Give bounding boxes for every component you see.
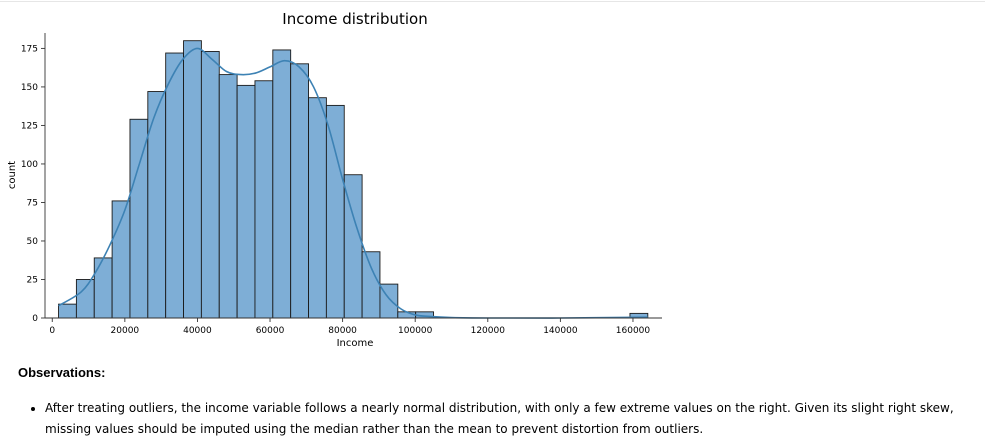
histogram-bar (165, 52, 184, 319)
x-tick-label: 160000 (616, 326, 651, 336)
histogram-bar (236, 84, 256, 319)
y-tick-label: 100 (21, 160, 38, 170)
x-tick-label: 0 (49, 326, 55, 336)
cell-divider (0, 1, 985, 2)
y-tick-label: 150 (21, 83, 38, 93)
kde-curve (58, 47, 648, 319)
histogram-bar (183, 40, 202, 319)
y-tick-label: 75 (27, 198, 38, 208)
y-tick-label: 175 (21, 44, 38, 54)
observations-list: After treating outliers, the income vari… (27, 398, 985, 440)
histogram-bar (308, 97, 327, 319)
histogram-bar (129, 118, 149, 319)
histogram-bar (361, 251, 381, 319)
x-tick-label: 20000 (111, 326, 140, 336)
histogram-bar (272, 49, 292, 319)
x-tick-label: 60000 (256, 326, 285, 336)
x-tick-label: 140000 (543, 326, 578, 336)
histogram-bar (200, 51, 220, 319)
income-histogram-chart: Income distribution count Income 0 20000 4… (7, 10, 662, 349)
y-tick-label: 25 (27, 275, 38, 285)
chart-axes: 0 20000 40000 60000 80000 100000 120000 140000 1… (21, 33, 662, 336)
y-tick-label: 50 (27, 237, 39, 247)
histogram-bar (290, 63, 309, 319)
chart-title: Income distribution (282, 10, 427, 28)
y-tick-label: 125 (21, 121, 38, 131)
histogram-bar (58, 303, 77, 319)
x-tick-label: 100000 (398, 326, 433, 336)
y-tick-label: 0 (32, 314, 38, 324)
observations-heading: Observations: (18, 365, 106, 380)
x-axis-label: Income (337, 338, 374, 349)
x-tick-label: 120000 (471, 326, 506, 336)
histogram-bar (218, 74, 238, 319)
y-axis-label: count (7, 161, 18, 189)
histogram-bars (58, 40, 649, 319)
histogram-bar (75, 279, 95, 319)
histogram-bar (325, 104, 345, 319)
x-tick-label: 80000 (328, 326, 357, 336)
histogram-bar (93, 257, 113, 319)
histogram-bar (254, 80, 274, 319)
x-tick-label: 40000 (183, 326, 212, 336)
observation-item: After treating outliers, the income vari… (45, 398, 985, 440)
